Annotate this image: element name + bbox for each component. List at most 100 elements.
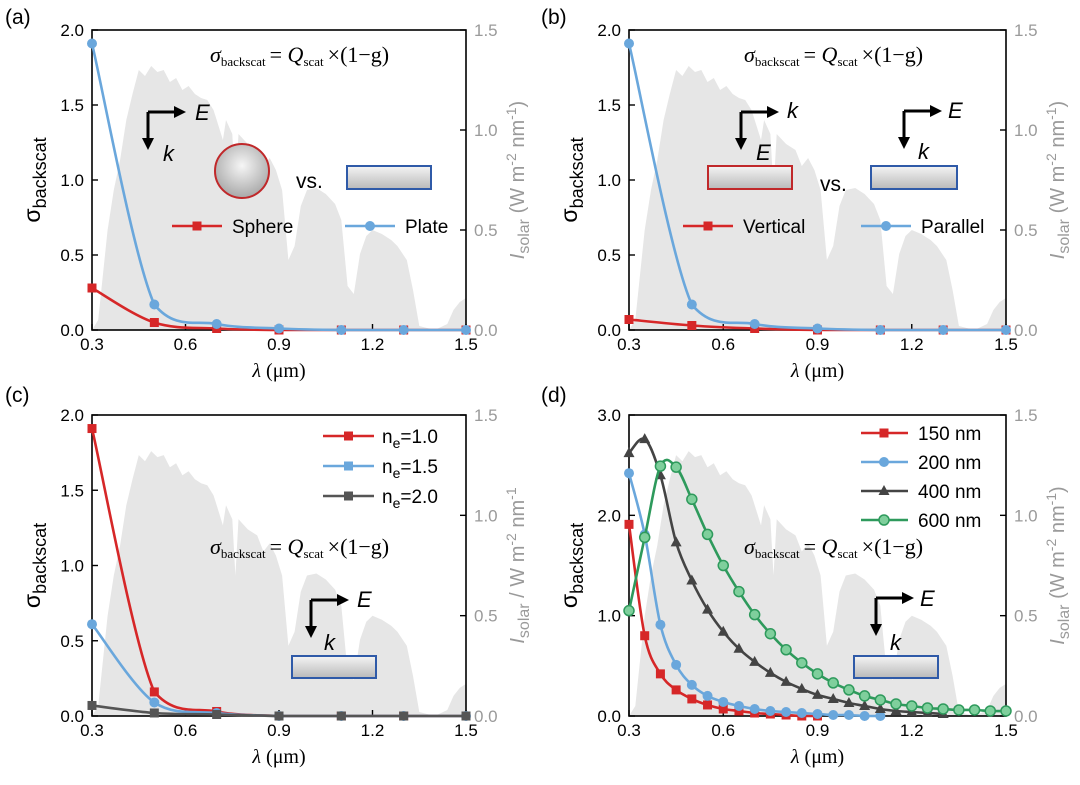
data-point (274, 711, 284, 721)
data-point (733, 642, 745, 653)
y2-tick-label: 1.0 (1014, 506, 1038, 525)
legend-item: 600 nm (861, 511, 981, 532)
k-arrow-head (142, 138, 154, 150)
sphere-shape (214, 143, 270, 199)
y-tick-label: 0.5 (60, 632, 84, 651)
y-tick-label: 0.5 (597, 246, 621, 265)
legend-label: Sphere (232, 217, 293, 238)
y2-label-sub: solar (516, 603, 533, 638)
legend-item: ne=2.0 (323, 487, 438, 511)
data-point (687, 321, 697, 330)
legend-marker (703, 221, 713, 231)
y-tick-label: 1.5 (597, 96, 621, 115)
x-tick-label: 1.2 (361, 335, 385, 354)
y2-label-exp: -1 (1043, 493, 1059, 506)
legend-sub: e (393, 435, 401, 451)
data-point (624, 38, 634, 49)
panel-label: (c) (5, 384, 30, 407)
data-point (890, 704, 902, 715)
formula-eq: = (270, 534, 288, 559)
panel-3: (c) 0.3 0.6 0.9 1.2 1.5 λ (μm) 0.0 0.5 1.0 1.5 2.0 σ… (5, 384, 533, 768)
x-label-lambda: λ (790, 360, 800, 382)
y-label-sigma: σ (556, 594, 582, 608)
legend-label: ne=1.5 (382, 457, 438, 481)
formula-sigma: σ (744, 42, 756, 67)
y2-tick-label: 0.5 (1014, 607, 1038, 626)
plate-shape (853, 655, 939, 679)
x-tick-label: 0.9 (267, 721, 291, 740)
plate-shape (291, 655, 377, 679)
x-tick-label: 0.3 (617, 721, 641, 740)
y2-label-unit: nm (1047, 120, 1069, 153)
formula-q: Q (288, 534, 304, 559)
x-tick-label: 1.5 (454, 721, 478, 740)
data-point (212, 709, 222, 719)
y-tick-label: 0.0 (60, 707, 84, 726)
panel-label: (a) (5, 6, 31, 29)
y2-tick-label: 1.5 (1014, 21, 1038, 40)
y2-tick-label: 0.5 (474, 607, 498, 626)
data-point (764, 666, 776, 677)
x-axis-label: λ (μm) (251, 360, 305, 382)
y-tick-label: 0.0 (60, 321, 84, 340)
legend-label: Vertical (743, 217, 805, 238)
data-point (812, 323, 823, 334)
panel-label: (b) (541, 6, 567, 29)
data-point (875, 711, 886, 721)
legend-label: Parallel (921, 217, 984, 238)
legend-n: n (382, 487, 393, 508)
data-point (764, 627, 777, 640)
data-point (874, 694, 887, 706)
y2-label-exp: -1 (1043, 107, 1059, 120)
y-tick-label: 1.0 (60, 171, 84, 190)
solar-spectrum-area (629, 66, 1006, 330)
y-tick-label: 2.0 (60, 406, 84, 425)
y2-label-unit: nm (507, 120, 529, 153)
y2-label-unit: ) (1047, 486, 1069, 493)
formula-sub: backscat (221, 54, 266, 69)
legend-sub: e (393, 465, 401, 481)
e-arrow-head (902, 592, 914, 604)
data-point (655, 619, 666, 630)
data-point (827, 677, 839, 689)
data-point (336, 325, 347, 335)
data-point (461, 325, 471, 335)
data-point (827, 692, 839, 703)
legend-item: ne=1.0 (323, 427, 438, 451)
data-point (655, 669, 665, 679)
y-tick-label: 1.0 (597, 607, 621, 626)
y2-tick-label: 0.5 (1014, 221, 1038, 240)
y-axis-label: σbackscat (556, 137, 587, 222)
data-point (638, 531, 651, 544)
formula-sigma: σ (744, 534, 756, 559)
legend-marker (344, 491, 353, 501)
data-point (890, 698, 902, 710)
data-point (149, 687, 159, 697)
legend-sub: e (393, 495, 401, 511)
y2-tick-label: 0.0 (474, 707, 498, 726)
panel-2: (b) 0.3 0.6 0.9 1.2 1.5 λ (μm) 0.0 0.5 1.0 1.5 2.0 σ… (541, 6, 1073, 382)
data-point (781, 706, 792, 717)
data-point (843, 684, 855, 696)
y-label-sub: backscat (30, 523, 50, 594)
data-point (1000, 705, 1012, 717)
field-e-label: E (195, 100, 210, 125)
y2-label-I: I (507, 638, 529, 644)
data-point (623, 604, 635, 617)
y-axis-label: σbackscat (19, 137, 50, 222)
y2-tick-label: 1.5 (1014, 406, 1038, 425)
field-k-label: k (918, 139, 930, 164)
x-tick-label: 0.6 (711, 335, 735, 354)
data-point (670, 461, 682, 473)
x-tick-label: 1.2 (361, 721, 385, 740)
formula-sigma: σ (210, 534, 222, 559)
y2-label-unit: (W m (1047, 551, 1069, 604)
y2-tick-label: 0.0 (1014, 707, 1038, 726)
e-arrow-head (930, 105, 942, 117)
legend-marker (879, 428, 889, 438)
data-point (858, 690, 871, 702)
data-point (765, 705, 776, 716)
x-tick-label: 0.6 (711, 721, 735, 740)
y-tick-label: 3.0 (597, 406, 621, 425)
